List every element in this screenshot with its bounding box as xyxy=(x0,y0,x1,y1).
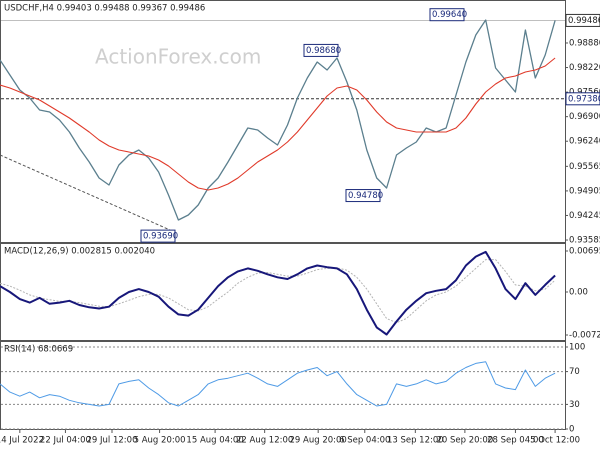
x-tick-label: 22 Jul 04:00 xyxy=(40,436,91,446)
watermark: ActionForex.com xyxy=(95,45,261,69)
x-tick-label: 29 Aug 20:00 xyxy=(290,436,347,446)
x-tick-label: 5 Oct 12:00 xyxy=(530,436,580,446)
trend-line xyxy=(0,154,171,231)
annotation-box xyxy=(303,43,339,57)
macd-title: MACD(12,26,9) 0.002815 0.002040 xyxy=(4,247,155,257)
series-line xyxy=(0,259,556,324)
x-tick-label: 15 Aug 04:00 xyxy=(186,436,243,446)
x-tick-label: 5 Aug 20:00 xyxy=(134,436,186,446)
y-tick-label: 0.95565 xyxy=(569,162,600,172)
y-tick-label: 30 xyxy=(569,400,580,410)
y-tick-label: 0.006954 xyxy=(569,246,600,256)
y-tick-label: 0.00 xyxy=(569,288,588,298)
annotation-box xyxy=(429,8,465,22)
x-tick-label: 22 Aug 12:00 xyxy=(236,436,293,446)
y-tick-label: 0.94905 xyxy=(569,186,600,196)
series-line xyxy=(0,361,556,407)
annotation-box xyxy=(345,189,381,203)
x-tick-label: 14 Jul 2022 xyxy=(0,436,44,446)
annotation: 0.98680 xyxy=(306,46,341,56)
y-tick-label: 100 xyxy=(569,343,585,353)
series-line xyxy=(0,19,556,221)
series-line xyxy=(0,250,556,336)
x-tick-label: 6 Sep 04:00 xyxy=(339,436,390,446)
rsi-panel xyxy=(0,341,566,430)
last-price-label: 0.99486 xyxy=(568,16,600,26)
y-tick-label: 0.94245 xyxy=(569,211,600,221)
last-price-box xyxy=(565,13,600,27)
y-tick-label: 0 xyxy=(569,425,574,435)
y-tick-label: 0.93585 xyxy=(569,236,600,246)
annotation: 0.99640 xyxy=(432,10,467,20)
series-line xyxy=(0,57,556,191)
annotation: 0.94780 xyxy=(348,191,383,201)
x-tick-label: 13 Sep 12:00 xyxy=(387,436,444,446)
level-label: 0.97380 xyxy=(568,94,600,104)
price-panel xyxy=(0,0,566,243)
annotation-box xyxy=(140,229,176,243)
y-tick-label: -0.007294 xyxy=(569,331,600,341)
rsi-title: RSI(14) 68.0669 xyxy=(4,345,73,355)
y-tick-label: 70 xyxy=(569,367,580,377)
x-tick-label: 29 Jul 12:00 xyxy=(87,436,138,446)
level-box xyxy=(565,92,600,106)
annotation: 0.93690 xyxy=(143,232,178,242)
price-title: USDCHF,H4 0.99403 0.99488 0.99367 0.9948… xyxy=(4,4,205,14)
x-tick-label: 28 Sep 04:00 xyxy=(487,436,544,446)
x-tick-label: 20 Sep 20:00 xyxy=(437,436,494,446)
